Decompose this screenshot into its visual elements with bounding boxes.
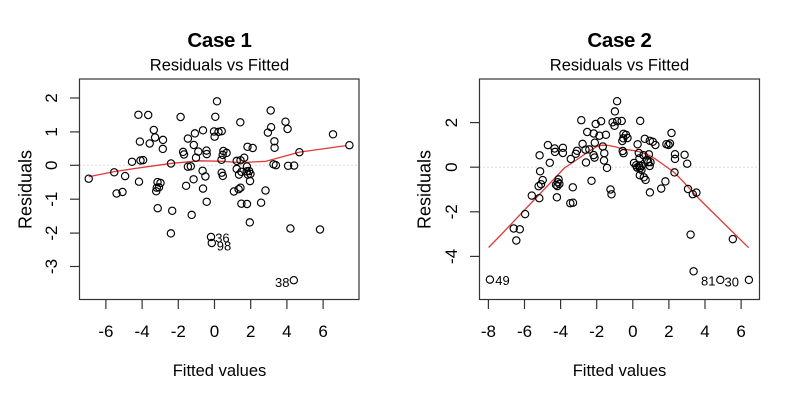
svg-text:-3: -3 [42, 259, 61, 274]
svg-text:Fitted values: Fitted values [573, 362, 667, 380]
svg-text:2: 2 [664, 322, 673, 341]
svg-text:Residuals vs Fitted: Residuals vs Fitted [150, 57, 289, 75]
svg-text:81: 81 [701, 274, 715, 289]
svg-text:Case 1: Case 1 [187, 29, 251, 52]
svg-text:0: 0 [42, 161, 61, 170]
svg-text:-4: -4 [135, 322, 150, 341]
svg-text:1: 1 [42, 127, 61, 136]
svg-text:Residuals: Residuals [16, 150, 36, 229]
svg-text:-2: -2 [42, 226, 61, 241]
svg-text:-4: -4 [442, 249, 461, 264]
svg-text:0: 0 [442, 162, 461, 171]
svg-text:38: 38 [275, 275, 289, 290]
svg-text:2: 2 [42, 93, 61, 102]
svg-text:98: 98 [217, 239, 231, 254]
svg-text:4: 4 [700, 322, 709, 341]
svg-text:-2: -2 [589, 322, 604, 341]
svg-text:Case 2: Case 2 [587, 29, 651, 52]
svg-text:2: 2 [442, 118, 461, 127]
svg-text:30: 30 [725, 275, 739, 290]
svg-text:-1: -1 [42, 192, 61, 207]
svg-text:-4: -4 [553, 322, 568, 341]
svg-text:0: 0 [210, 322, 219, 341]
svg-text:6: 6 [736, 322, 745, 341]
svg-text:Residuals: Residuals [415, 150, 435, 229]
svg-text:Residuals vs Fitted: Residuals vs Fitted [550, 57, 689, 75]
svg-text:4: 4 [282, 322, 291, 341]
svg-text:6: 6 [318, 322, 327, 341]
svg-text:Fitted values: Fitted values [173, 362, 267, 380]
svg-text:-6: -6 [517, 322, 532, 341]
svg-text:-2: -2 [171, 322, 186, 341]
svg-text:0: 0 [628, 322, 637, 341]
svg-text:-2: -2 [442, 204, 461, 219]
svg-text:2: 2 [246, 322, 255, 341]
svg-text:-8: -8 [481, 322, 496, 341]
svg-text:-6: -6 [98, 322, 113, 341]
svg-text:49: 49 [495, 273, 509, 288]
svg-text:36: 36 [215, 231, 229, 246]
